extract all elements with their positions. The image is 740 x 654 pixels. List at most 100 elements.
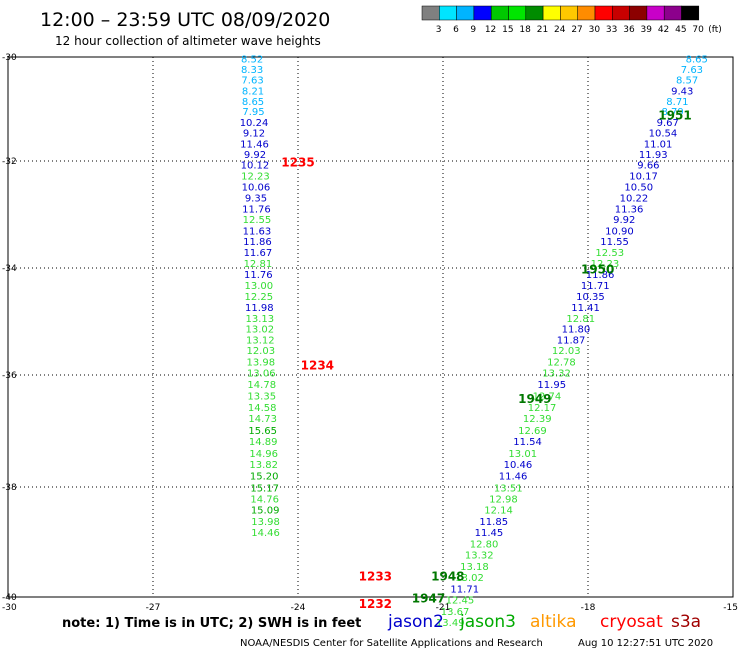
color-scale-label: 42 bbox=[658, 25, 669, 35]
wave-height-value: 13.01 bbox=[508, 449, 537, 460]
wave-height-value: 12.74 bbox=[533, 392, 562, 403]
color-swatch bbox=[473, 5, 492, 21]
wave-height-value: 14.76 bbox=[250, 494, 279, 505]
color-swatch bbox=[421, 5, 440, 21]
color-scale-label: 18 bbox=[519, 25, 531, 35]
wave-height-value: 12.17 bbox=[528, 403, 557, 414]
wave-height-value: 10.54 bbox=[649, 129, 678, 140]
legend-item-s3a: s3a bbox=[671, 612, 701, 632]
wave-height-value: 11.93 bbox=[639, 150, 668, 161]
footer-credit: NOAA/NESDIS Center for Satellite Applica… bbox=[240, 638, 543, 649]
wave-height-value: 11.67 bbox=[244, 248, 273, 259]
wave-height-value: 15.65 bbox=[248, 426, 277, 437]
wave-height-value: 14.89 bbox=[249, 437, 278, 448]
color-swatch bbox=[663, 5, 682, 21]
wave-height-value: 11.36 bbox=[615, 204, 644, 215]
legend-item-jason2: jason2 bbox=[387, 612, 444, 632]
color-scale-label: 33 bbox=[606, 25, 617, 35]
chart-title: 12:00 – 23:59 UTC 08/09/2020 bbox=[40, 9, 330, 31]
wave-height-value: 13.06 bbox=[247, 369, 276, 380]
wave-height-value: 11.87 bbox=[557, 335, 586, 346]
color-scale-label: 12 bbox=[485, 25, 496, 35]
wave-height-value: 13.32 bbox=[542, 369, 571, 380]
color-scale-label: 3 bbox=[436, 25, 442, 35]
wave-height-value: 13.51 bbox=[494, 483, 523, 494]
wave-height-value: 8.57 bbox=[676, 76, 698, 87]
plot-frame bbox=[7, 56, 734, 598]
wave-height-value: 13.35 bbox=[247, 392, 276, 403]
wave-height-value: 7.95 bbox=[242, 107, 264, 118]
wave-height-value: 9.12 bbox=[243, 129, 265, 140]
wave-height-value: 15.09 bbox=[251, 505, 280, 516]
wave-height-value: 12.03 bbox=[246, 346, 275, 357]
wave-height-value: 12.45 bbox=[446, 596, 475, 607]
x-tick-label: -27 bbox=[146, 603, 161, 613]
wave-height-value: 11.95 bbox=[537, 380, 566, 391]
wave-height-value: 12.03 bbox=[552, 346, 581, 357]
color-swatch bbox=[542, 5, 561, 21]
time-label: 1234 bbox=[301, 359, 334, 373]
wave-height-value: 12.25 bbox=[245, 292, 274, 303]
wave-height-value: 13.98 bbox=[246, 357, 275, 368]
time-label: 1233 bbox=[359, 570, 392, 584]
legend-item-jason3: jason3 bbox=[459, 612, 516, 632]
legend-item-altika: altika bbox=[530, 612, 577, 632]
wave-height-value: 12.23 bbox=[591, 259, 620, 270]
y-tick-label: -38 bbox=[2, 483, 17, 493]
wave-height-value: 11.01 bbox=[644, 139, 673, 150]
wave-height-value: 8.33 bbox=[241, 65, 263, 76]
color-scale-label: 30 bbox=[589, 25, 601, 35]
wave-height-value: 10.24 bbox=[240, 118, 269, 129]
x-tick-label: -30 bbox=[2, 603, 17, 613]
wave-height-value: 10.22 bbox=[620, 194, 649, 205]
wave-height-value: 14.78 bbox=[247, 380, 276, 391]
wave-height-value: 12.53 bbox=[595, 248, 624, 259]
wave-height-value: 13.67 bbox=[441, 607, 470, 618]
wave-height-value: 15.20 bbox=[250, 472, 279, 483]
time-label: 1232 bbox=[359, 597, 392, 611]
y-tick-label: -34 bbox=[2, 264, 17, 274]
wave-height-value: 13.02 bbox=[455, 573, 484, 584]
wave-height-value: 12.23 bbox=[241, 172, 270, 183]
time-label: 1947 bbox=[412, 592, 445, 606]
wave-height-value: 7.63 bbox=[241, 76, 263, 87]
wave-height-value: 9.92 bbox=[613, 215, 635, 226]
wave-height-value: 12.81 bbox=[566, 314, 595, 325]
wave-height-value: 13.32 bbox=[465, 551, 494, 562]
color-swatch bbox=[456, 5, 475, 21]
x-tick-label: -24 bbox=[291, 603, 306, 613]
wave-height-value: 12.69 bbox=[518, 426, 547, 437]
color-swatch bbox=[612, 5, 630, 21]
wave-height-value: 10.35 bbox=[576, 292, 605, 303]
wave-height-value: 8.65 bbox=[686, 55, 708, 66]
wave-height-value: 12.80 bbox=[470, 540, 499, 551]
wave-height-value: 12.78 bbox=[547, 357, 576, 368]
wave-height-value: 11.76 bbox=[244, 270, 273, 281]
color-swatch bbox=[490, 5, 509, 21]
wave-height-value: 14.58 bbox=[248, 403, 277, 414]
color-swatch bbox=[525, 5, 544, 21]
color-scale-label: 9 bbox=[470, 25, 476, 35]
color-swatch bbox=[508, 5, 527, 21]
wave-height-value: 10.06 bbox=[242, 182, 271, 193]
wave-height-value: 13.49 bbox=[436, 618, 465, 629]
color-scale-label: 36 bbox=[623, 25, 635, 35]
wave-height-value: 12.55 bbox=[243, 215, 272, 226]
wave-height-value: 11.86 bbox=[586, 270, 615, 281]
wave-height-value: 7.63 bbox=[681, 65, 703, 76]
wave-height-value: 11.45 bbox=[475, 528, 504, 539]
wave-height-value: 11.46 bbox=[499, 472, 528, 483]
footer-timestamp: Aug 10 12:27:51 UTC 2020 bbox=[578, 638, 713, 649]
color-scale-label: 39 bbox=[641, 25, 653, 35]
wave-height-value: 11.71 bbox=[450, 585, 479, 596]
wave-height-value: 12.81 bbox=[244, 259, 273, 270]
wave-height-value: 11.41 bbox=[571, 303, 600, 314]
x-tick-label: -18 bbox=[581, 603, 596, 613]
wave-height-value: 9.35 bbox=[245, 194, 267, 205]
wave-height-value: 11.86 bbox=[243, 237, 272, 248]
color-swatch bbox=[594, 5, 613, 21]
axis-ticks: -30-32-34-36-38-40-30 -27 -24 -21 -18 -15 bbox=[2, 53, 738, 613]
wave-height-value: 11.76 bbox=[242, 204, 271, 215]
